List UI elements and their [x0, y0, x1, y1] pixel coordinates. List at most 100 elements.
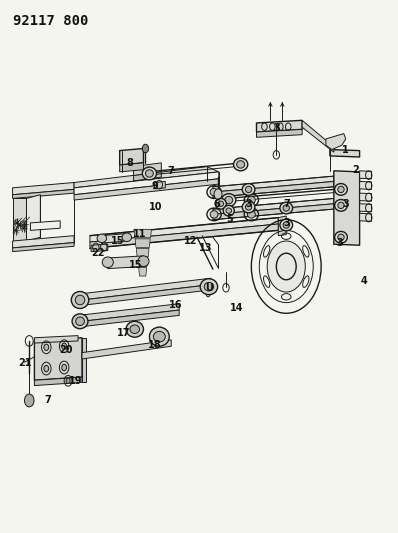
- Ellipse shape: [204, 282, 214, 291]
- Circle shape: [25, 394, 34, 407]
- Ellipse shape: [283, 222, 289, 228]
- Polygon shape: [34, 336, 78, 343]
- Text: 14: 14: [230, 303, 244, 313]
- Polygon shape: [134, 172, 161, 181]
- Text: 92117 800: 92117 800: [13, 14, 88, 28]
- Polygon shape: [82, 340, 171, 359]
- Text: 6: 6: [213, 199, 220, 209]
- Polygon shape: [120, 163, 143, 172]
- Polygon shape: [138, 258, 148, 266]
- Text: 7: 7: [283, 199, 290, 209]
- Text: 4: 4: [360, 277, 367, 286]
- Ellipse shape: [280, 219, 293, 231]
- Ellipse shape: [242, 183, 255, 195]
- Polygon shape: [102, 233, 127, 243]
- Polygon shape: [256, 130, 302, 138]
- Text: U: U: [205, 283, 213, 293]
- Polygon shape: [108, 256, 143, 269]
- Polygon shape: [13, 243, 74, 252]
- Polygon shape: [360, 181, 371, 189]
- Polygon shape: [213, 204, 334, 220]
- Ellipse shape: [76, 317, 84, 326]
- Polygon shape: [256, 120, 302, 132]
- Polygon shape: [134, 229, 151, 238]
- Text: 2: 2: [352, 165, 359, 175]
- Text: 3: 3: [336, 238, 343, 247]
- Ellipse shape: [338, 202, 344, 208]
- Polygon shape: [360, 171, 371, 179]
- Text: 16: 16: [168, 300, 182, 310]
- Circle shape: [142, 144, 148, 153]
- Polygon shape: [360, 193, 371, 201]
- Polygon shape: [90, 217, 278, 242]
- Polygon shape: [82, 338, 86, 382]
- Polygon shape: [154, 181, 165, 189]
- Polygon shape: [213, 176, 334, 192]
- Ellipse shape: [102, 257, 113, 268]
- Ellipse shape: [248, 196, 256, 204]
- Ellipse shape: [338, 186, 344, 192]
- Ellipse shape: [225, 196, 233, 204]
- Ellipse shape: [246, 186, 252, 192]
- Text: 7: 7: [168, 166, 175, 176]
- Ellipse shape: [237, 161, 245, 168]
- Ellipse shape: [142, 167, 156, 180]
- Ellipse shape: [223, 205, 234, 216]
- Ellipse shape: [222, 193, 236, 206]
- Text: 13: 13: [199, 244, 213, 253]
- Polygon shape: [74, 166, 219, 188]
- Ellipse shape: [226, 208, 232, 213]
- Polygon shape: [90, 224, 278, 248]
- Ellipse shape: [248, 211, 256, 218]
- Text: 3: 3: [245, 199, 252, 209]
- Polygon shape: [13, 198, 27, 241]
- Polygon shape: [74, 172, 219, 195]
- Text: 22: 22: [91, 248, 105, 258]
- Text: 3: 3: [273, 123, 280, 133]
- Ellipse shape: [234, 158, 248, 171]
- Text: 12: 12: [184, 236, 198, 246]
- Polygon shape: [27, 195, 40, 241]
- Ellipse shape: [126, 321, 143, 337]
- Text: 17: 17: [117, 328, 131, 338]
- Ellipse shape: [215, 198, 226, 209]
- Text: 15: 15: [111, 236, 125, 246]
- Polygon shape: [78, 278, 211, 301]
- Circle shape: [44, 366, 49, 372]
- Polygon shape: [78, 310, 179, 327]
- Circle shape: [44, 344, 49, 351]
- Polygon shape: [91, 244, 108, 252]
- Text: 5: 5: [226, 214, 233, 224]
- Ellipse shape: [153, 332, 165, 342]
- Text: 3: 3: [283, 218, 290, 228]
- Ellipse shape: [122, 233, 132, 241]
- Ellipse shape: [75, 295, 85, 305]
- Polygon shape: [13, 182, 74, 195]
- Circle shape: [62, 343, 66, 350]
- Polygon shape: [330, 150, 360, 157]
- Ellipse shape: [138, 256, 149, 266]
- Ellipse shape: [283, 205, 289, 211]
- Polygon shape: [213, 181, 334, 197]
- Ellipse shape: [130, 325, 140, 334]
- Polygon shape: [134, 163, 161, 175]
- Polygon shape: [13, 236, 74, 248]
- Ellipse shape: [280, 202, 293, 214]
- Polygon shape: [326, 134, 346, 150]
- Ellipse shape: [246, 204, 252, 210]
- Text: 8: 8: [126, 158, 133, 168]
- Polygon shape: [302, 120, 334, 152]
- Ellipse shape: [242, 201, 255, 213]
- Polygon shape: [34, 377, 82, 385]
- Polygon shape: [120, 149, 143, 165]
- Circle shape: [66, 378, 70, 383]
- Text: 10: 10: [148, 202, 162, 212]
- Polygon shape: [137, 248, 149, 257]
- Text: 21: 21: [19, 358, 32, 368]
- Text: 19: 19: [68, 376, 82, 386]
- Polygon shape: [78, 285, 211, 306]
- Polygon shape: [13, 189, 74, 198]
- Polygon shape: [78, 304, 179, 322]
- Text: 15: 15: [129, 261, 142, 270]
- Text: 1: 1: [342, 144, 349, 155]
